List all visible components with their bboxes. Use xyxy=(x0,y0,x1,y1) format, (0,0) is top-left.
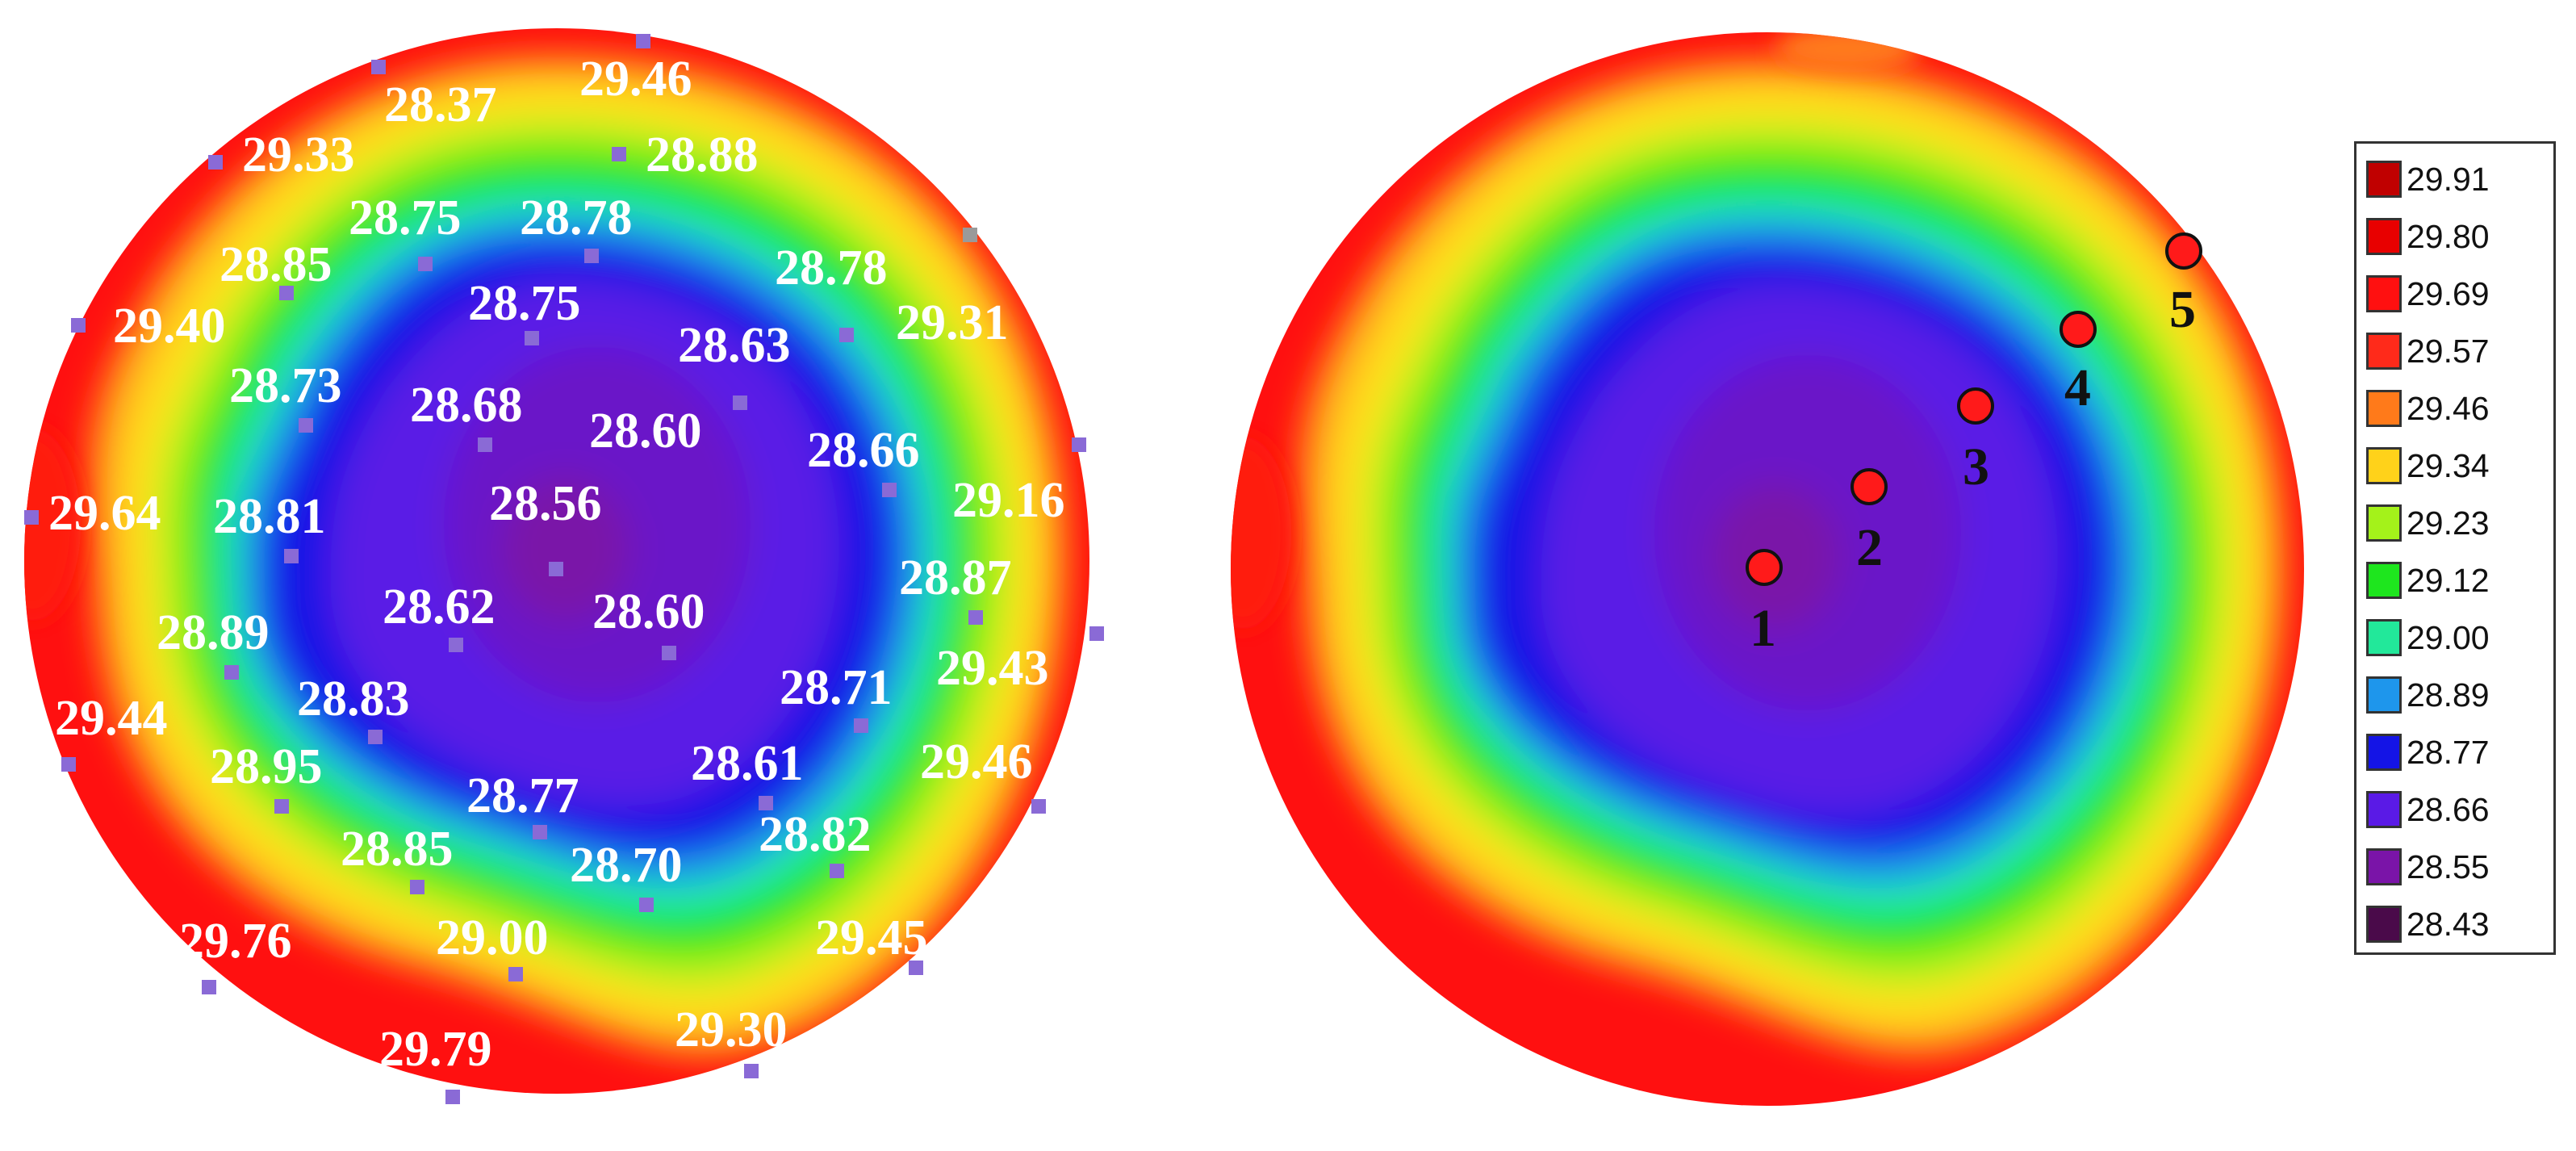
legend-entry: 29.80 xyxy=(2366,211,2490,262)
marker-2: 2 xyxy=(1850,468,1888,577)
legend-swatch xyxy=(2366,676,2402,714)
marker-3: 3 xyxy=(1957,387,1994,496)
marker-label: 3 xyxy=(1963,437,1989,496)
legend-swatch xyxy=(2366,447,2402,484)
legend-value: 29.23 xyxy=(2407,504,2490,542)
value-label: 28.81 xyxy=(213,489,326,544)
marker-4: 4 xyxy=(2060,311,2097,417)
value-label: 28.62 xyxy=(383,580,496,634)
color-legend: 29.91 29.80 29.69 29.57 29.46 29.34 29.23 29.12… xyxy=(2354,141,2556,955)
legend-entry: 29.00 xyxy=(2366,612,2490,663)
value-label: 28.83 xyxy=(297,672,410,726)
marker-label: 1 xyxy=(1750,599,1776,658)
right-heatmap: 1 2 3 4 5 xyxy=(1231,32,2304,1106)
legend-entry: 28.66 xyxy=(2366,784,2490,835)
legend-value: 29.00 xyxy=(2407,618,2490,656)
value-label: 28.78 xyxy=(520,190,633,245)
value-label: 28.71 xyxy=(780,660,893,715)
value-label: 28.60 xyxy=(592,584,705,639)
value-label: 29.30 xyxy=(675,1002,788,1057)
legend-swatch xyxy=(2366,734,2402,771)
marker-label: 5 xyxy=(2169,280,2196,339)
legend-value: 29.34 xyxy=(2407,446,2490,484)
value-label: 29.76 xyxy=(179,914,292,969)
marker-5: 5 xyxy=(2165,232,2202,339)
legend-entry: 28.89 xyxy=(2366,669,2490,721)
legend-entry: 29.12 xyxy=(2366,555,2490,606)
value-label: 28.56 xyxy=(489,476,602,531)
value-label: 28.82 xyxy=(759,807,872,862)
legend-swatch xyxy=(2366,218,2402,255)
legend-swatch xyxy=(2366,275,2402,312)
left-heatmap: 29.46 28.37 29.33 28.88 28.75 28.78 28.8… xyxy=(24,28,1104,1104)
legend-swatch xyxy=(2366,906,2402,943)
legend-swatch xyxy=(2366,562,2402,599)
legend-entry: 29.46 xyxy=(2366,383,2490,434)
legend-swatch xyxy=(2366,161,2402,198)
value-label: 28.66 xyxy=(807,423,920,478)
legend-entry: 29.91 xyxy=(2366,153,2490,205)
value-label: 28.89 xyxy=(157,605,270,660)
legend-value: 29.91 xyxy=(2407,160,2490,198)
left-value-labels: 29.46 28.37 29.33 28.88 28.75 28.78 28.8… xyxy=(48,52,1065,1077)
legend-swatch xyxy=(2366,791,2402,828)
value-label: 28.85 xyxy=(220,237,332,292)
left-point-markers xyxy=(24,34,1104,1104)
value-label: 29.46 xyxy=(920,735,1033,789)
legend-value: 29.12 xyxy=(2407,561,2490,599)
legend-swatch xyxy=(2366,619,2402,656)
value-label: 28.78 xyxy=(775,241,888,295)
value-label: 29.79 xyxy=(379,1022,492,1077)
value-label: 29.44 xyxy=(55,691,168,746)
legend-swatch xyxy=(2366,848,2402,885)
legend-value: 28.77 xyxy=(2407,733,2490,771)
value-label: 28.77 xyxy=(466,768,579,823)
legend-entry: 29.34 xyxy=(2366,440,2490,492)
value-label: 29.33 xyxy=(242,128,355,182)
legend-value: 29.80 xyxy=(2407,217,2490,255)
value-label: 29.40 xyxy=(113,299,226,354)
legend-entry: 28.43 xyxy=(2366,898,2490,950)
value-label: 29.31 xyxy=(896,295,1009,350)
legend-value: 29.69 xyxy=(2407,274,2490,312)
legend-value: 28.89 xyxy=(2407,676,2490,714)
marker-1: 1 xyxy=(1746,549,1783,658)
value-label: 28.61 xyxy=(691,736,804,791)
legend-swatch xyxy=(2366,390,2402,427)
legend-entry: 29.23 xyxy=(2366,497,2490,549)
legend-value: 29.57 xyxy=(2407,332,2490,370)
legend-entry: 28.55 xyxy=(2366,841,2490,893)
legend-value: 28.55 xyxy=(2407,848,2490,885)
value-label: 28.75 xyxy=(349,190,462,245)
value-label: 29.45 xyxy=(815,910,928,965)
value-label: 28.73 xyxy=(229,358,342,413)
value-label: 28.95 xyxy=(210,739,323,794)
value-label: 28.60 xyxy=(589,404,702,458)
value-label: 28.37 xyxy=(384,77,497,132)
marker-label: 4 xyxy=(2064,358,2091,417)
legend-value: 28.66 xyxy=(2407,790,2490,828)
legend-value: 28.43 xyxy=(2407,905,2490,943)
marker-label: 2 xyxy=(1856,518,1883,577)
value-label: 28.85 xyxy=(341,822,454,877)
value-label: 29.64 xyxy=(48,486,161,541)
right-markers: 1 2 3 4 5 xyxy=(1746,232,2202,658)
value-label: 29.00 xyxy=(436,910,549,965)
legend-entry: 29.69 xyxy=(2366,268,2490,320)
value-label: 29.16 xyxy=(952,473,1065,528)
legend-swatch xyxy=(2366,504,2402,542)
value-label: 28.75 xyxy=(468,276,581,331)
legend-entry: 29.57 xyxy=(2366,325,2490,377)
value-label: 28.68 xyxy=(410,378,523,433)
value-label: 29.43 xyxy=(936,641,1049,696)
legend-swatch xyxy=(2366,333,2402,370)
value-label: 29.46 xyxy=(579,52,692,107)
legend-value: 29.46 xyxy=(2407,389,2490,427)
value-label: 28.88 xyxy=(646,128,759,182)
value-label: 28.87 xyxy=(899,550,1012,605)
legend-entry: 28.77 xyxy=(2366,726,2490,778)
value-label: 28.63 xyxy=(678,318,791,373)
value-label: 28.70 xyxy=(570,838,683,893)
